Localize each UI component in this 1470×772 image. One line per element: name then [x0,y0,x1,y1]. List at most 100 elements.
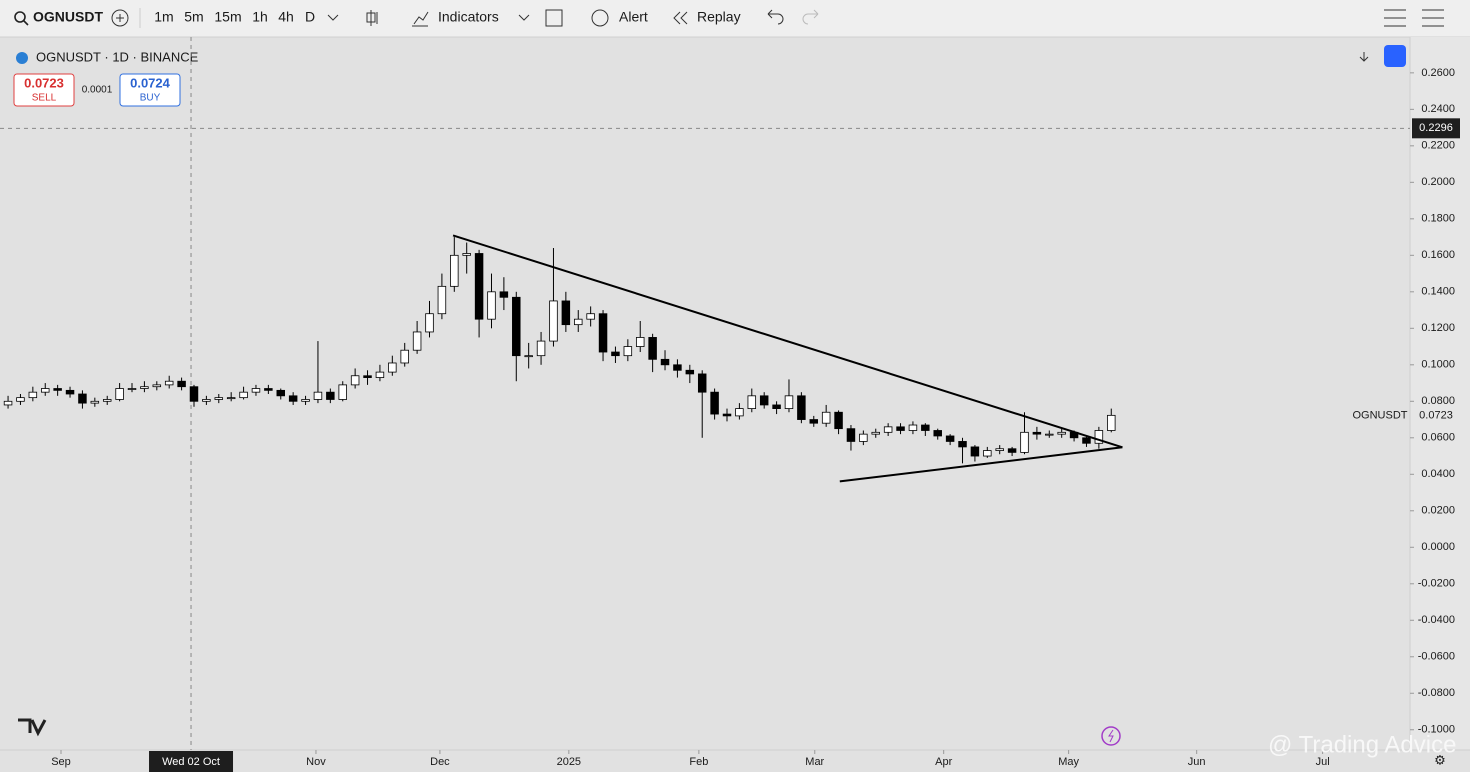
auto-scale-button[interactable] [1384,45,1406,67]
x-tick-label: Feb [689,756,708,768]
candle-body [1007,448,1017,453]
candle-body [462,253,471,256]
candle-body [41,388,50,393]
candle-body [127,388,137,390]
candle-body [945,435,955,442]
candle-body [450,254,459,287]
candle-body [177,380,186,388]
candle-body [958,441,967,448]
candle-body [102,399,112,402]
y-tick-label: 0.2200 [1421,140,1455,152]
x-tick-label: Nov [306,756,326,768]
candle-body [772,404,781,409]
trendline [452,234,1123,449]
y-tick-label: 0.0200 [1421,505,1455,517]
indicators-button[interactable]: Indicators [438,9,499,25]
symbol-title: OGNUSDT · 1D · BINANCE [36,49,199,64]
alert-icon [591,9,609,27]
candle-body [809,419,819,424]
candle-body [152,384,162,388]
candle-body [561,300,571,326]
candle-body [871,431,880,435]
y-tick-label: 0.1600 [1421,249,1455,261]
y-tick-label: -0.0200 [1418,578,1455,590]
crosshair-y-label: 0.2296 [1419,122,1453,134]
candle-body [487,291,496,320]
candle-body [499,291,509,298]
y-tick-label: 0.1400 [1421,286,1455,298]
redo-button[interactable] [802,9,819,25]
x-tick-label: Mar [805,756,824,768]
replay-button[interactable]: Replay [697,9,741,25]
trendline [839,446,1123,483]
search-icon [23,20,29,26]
candle-body [78,393,87,404]
interval-button[interactable]: D [305,9,315,25]
y-tick-label: 0.0800 [1421,395,1455,407]
y-tick-label: -0.1000 [1418,724,1455,736]
candle-body [512,296,521,357]
settings-icon[interactable]: ⚙ [1434,752,1446,767]
interval-button[interactable]: 15m [214,9,241,25]
candle-body [921,424,930,431]
indicators-icon [412,11,429,27]
undo-button[interactable] [767,9,784,25]
x-tick-label: 2025 [557,756,581,768]
buy-button[interactable] [119,73,181,107]
replay-icon [673,11,688,25]
candle-body [549,300,558,342]
tv-logo [18,718,47,737]
candle-body [437,285,447,315]
candle-body [784,395,794,409]
candle-body [1020,431,1029,453]
candle-body [574,318,583,326]
interval-button[interactable]: 5m [184,9,203,25]
x-tick-label: May [1058,756,1079,768]
candle-body [338,384,347,400]
candle-body [1057,431,1066,435]
interval-button[interactable]: 1m [154,9,173,25]
crosshair-x-label: Wed 02 Oct [162,756,220,768]
toolbar-items: OGNUSDT Indicators Alert Replay [14,8,1444,28]
candle-body [264,388,273,391]
spread: 0.0001 [82,85,113,96]
sell-button[interactable] [13,73,75,107]
candle-body [202,399,211,402]
interval-button[interactable]: 4h [278,9,294,25]
candle-body [735,408,744,417]
candle-body [722,413,732,417]
candle-body [797,395,806,420]
y-tick-label: 0.2000 [1421,176,1455,188]
chart-type-button[interactable] [366,10,378,26]
y-tick-label: 0.0000 [1421,541,1455,553]
candle-body [846,428,856,442]
add-symbol[interactable] [111,9,129,27]
y-tick-label: 0.2400 [1421,103,1455,115]
symbol-button[interactable]: OGNUSDT [33,9,103,25]
candle-body [685,369,695,375]
candle-body [251,388,261,393]
candle-body [598,313,608,353]
interval-button[interactable]: 1h [252,9,268,25]
panel-buttons[interactable] [1384,9,1444,27]
candle-body [375,371,385,378]
flash-icon[interactable] [1101,726,1121,746]
candle-body [859,433,868,442]
indicators-dropdown[interactable] [518,14,530,21]
candle-body [747,395,757,409]
candle-body [425,313,434,333]
search-icon[interactable] [14,11,26,23]
candle-body [611,351,620,357]
candle-body [970,446,980,457]
last-price-label: 0.0723 [1419,409,1453,421]
candle-body [288,395,298,402]
candle-body [350,375,360,386]
crosshair-y-box [1412,118,1460,139]
alert-button[interactable]: Alert [619,9,648,25]
scroll-button[interactable] [1359,52,1369,62]
candle-body [536,340,546,357]
sell-price: 0.0723 [24,75,64,90]
interval-dropdown[interactable] [327,14,339,21]
layouts-button[interactable] [545,9,563,27]
